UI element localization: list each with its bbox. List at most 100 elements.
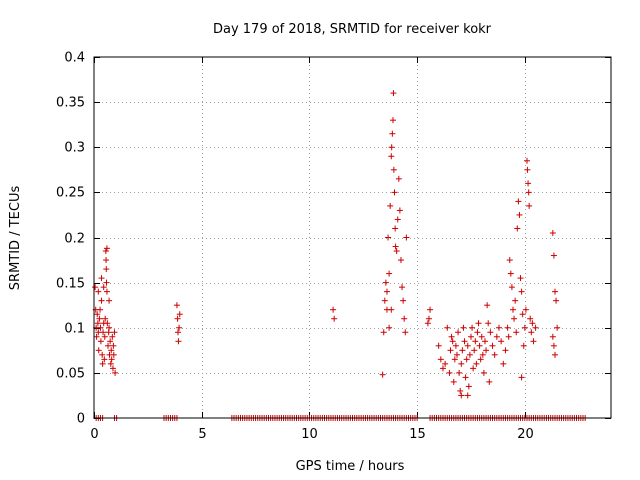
x-tick-label: 10	[301, 427, 318, 442]
data-point	[442, 360, 449, 367]
data-point	[382, 279, 389, 286]
data-point	[466, 351, 473, 358]
data-point	[495, 324, 502, 331]
data-point	[529, 320, 536, 327]
data-point	[485, 320, 492, 327]
data-point	[463, 356, 470, 363]
x-tick-label: 5	[198, 427, 206, 442]
data-point	[107, 338, 114, 345]
data-point	[551, 288, 558, 295]
data-point	[508, 284, 515, 291]
y-tick-label: 0.4	[64, 51, 85, 66]
grid	[94, 57, 611, 418]
data-point	[399, 284, 406, 291]
data-point	[104, 320, 111, 327]
data-point	[518, 288, 525, 295]
y-tick-label: 0.15	[56, 277, 85, 292]
data-point	[449, 338, 456, 345]
plot-frame	[93, 56, 612, 419]
chart-title: Day 179 of 2018, SRMTID for receiver kok…	[213, 22, 492, 37]
data-point	[455, 329, 462, 336]
data-point	[480, 369, 487, 376]
data-point	[523, 157, 530, 164]
data-point	[392, 243, 399, 250]
data-point	[425, 315, 432, 322]
data-point	[380, 329, 387, 336]
data-point	[99, 351, 106, 358]
data-point	[491, 351, 498, 358]
data-point	[521, 324, 528, 331]
data-point	[103, 245, 110, 252]
data-point	[102, 315, 109, 322]
data-point	[96, 315, 103, 322]
data-point	[424, 320, 431, 327]
x-tick-label: 15	[409, 427, 426, 442]
data-point	[395, 175, 402, 182]
data-point	[515, 198, 522, 205]
data-point	[526, 202, 533, 209]
data-point	[331, 315, 338, 322]
data-point	[388, 144, 395, 151]
data-point	[516, 211, 523, 218]
data-point	[394, 216, 401, 223]
data-point	[487, 329, 494, 336]
data-point	[506, 257, 513, 264]
data-point	[451, 356, 458, 363]
data-point	[518, 374, 525, 381]
data-point	[401, 315, 408, 322]
data-point	[462, 374, 469, 381]
data-point	[453, 351, 460, 358]
data-point	[103, 288, 110, 295]
data-point	[101, 356, 108, 363]
data-point	[110, 351, 117, 358]
data-point	[475, 320, 482, 327]
data-point	[550, 342, 557, 349]
data-point	[458, 392, 465, 399]
data-point	[381, 297, 388, 304]
x-axis-label: GPS time / hours	[296, 459, 405, 474]
data-point	[330, 306, 337, 313]
data-point	[388, 153, 395, 160]
data-point	[102, 248, 109, 255]
data-point	[500, 360, 507, 367]
data-point	[94, 311, 101, 318]
data-point	[100, 284, 107, 291]
data-point	[486, 378, 493, 385]
data-point	[504, 324, 511, 331]
data-point	[528, 329, 535, 336]
data-point	[509, 306, 516, 313]
data-point	[484, 302, 491, 309]
y-tick-label: 0	[77, 412, 85, 427]
data-point	[391, 189, 398, 196]
data-point	[473, 360, 480, 367]
data-point	[489, 342, 496, 349]
data-point	[450, 378, 457, 385]
data-point	[554, 324, 561, 331]
data-point	[175, 329, 182, 336]
data-point	[393, 248, 400, 255]
data-point	[457, 387, 464, 394]
data-point	[403, 234, 410, 241]
data-point	[478, 333, 485, 340]
data-point	[520, 342, 527, 349]
y-tick-label: 0.35	[56, 96, 85, 111]
data-point	[173, 302, 180, 309]
data-point	[175, 338, 182, 345]
data-point	[512, 297, 519, 304]
data-point	[385, 234, 392, 241]
data-point	[396, 207, 403, 214]
data-point	[389, 117, 396, 124]
data-point	[108, 347, 115, 354]
data-point	[97, 324, 104, 331]
data-point	[460, 324, 467, 331]
data-point	[456, 369, 463, 376]
data-point	[551, 351, 558, 358]
data-point	[94, 320, 101, 327]
data-point	[553, 297, 560, 304]
data-point	[524, 166, 531, 173]
data-point	[95, 288, 102, 295]
x-tick-label: 20	[517, 427, 534, 442]
data-point	[388, 306, 395, 313]
data-point	[97, 338, 104, 345]
